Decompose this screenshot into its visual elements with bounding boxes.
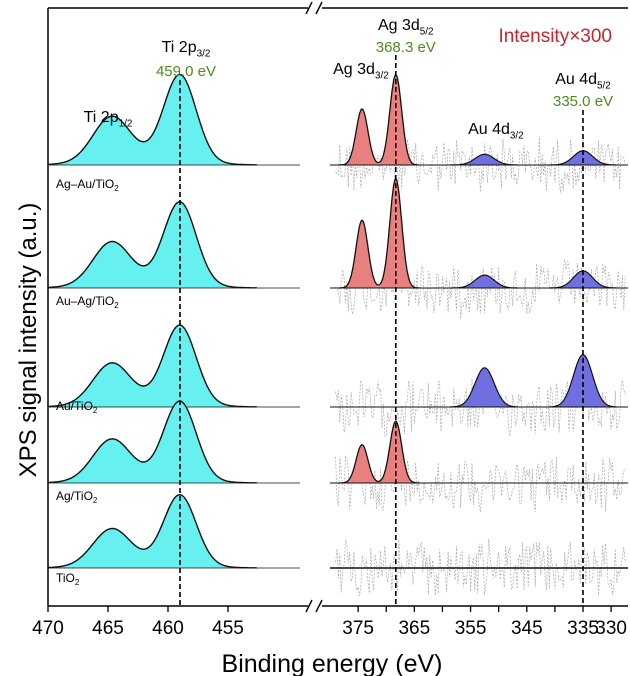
ti-2p12-label: Ti 2p1/2 — [84, 109, 133, 129]
ti-peak-fill — [48, 74, 258, 165]
ag-peak-fill — [339, 444, 385, 483]
x-tick-label: 460 — [152, 618, 184, 639]
au-peak-fill — [549, 150, 617, 165]
ti-2p32-label: Ti 2p3/2 — [162, 39, 211, 59]
axis-break-mark — [305, 599, 313, 613]
au-peak-fill — [450, 367, 519, 407]
ag-3d52-value: 368.3 eV — [376, 39, 436, 56]
ti-spectrum-line — [47, 73, 257, 166]
ti-spectrum-line — [48, 201, 257, 289]
x-tick-label: 345 — [511, 618, 543, 639]
ag-peak-fill — [373, 421, 419, 483]
au-4d52-label: Au 4d5/2 — [555, 71, 611, 91]
axis-break-mark — [315, 599, 323, 613]
au-peak-fill — [450, 154, 519, 165]
intensity-annotation: Intensity×300 — [498, 26, 612, 47]
ag-peak-fill — [339, 109, 385, 165]
ti-peak-fill — [48, 201, 258, 288]
ti-spectrum-line — [47, 400, 257, 484]
axis-break-mark — [305, 1, 313, 15]
ti-peak-fill — [48, 494, 258, 568]
x-axis-label: Binding energy (eV) — [222, 650, 443, 676]
x-tick-label: 455 — [212, 618, 244, 639]
ag-envelope — [338, 177, 420, 289]
x-tick-label: 355 — [455, 618, 487, 639]
ti-2p-panel — [47, 73, 300, 569]
ti-peak-fill — [48, 401, 258, 483]
annotations: Ti 2p3/2 459.0 eV Ti 2p1/2 Ag 3d5/2 368.3 eV… — [56, 17, 613, 606]
au-envelope — [450, 153, 518, 166]
ag-3d52-label: Ag 3d5/2 — [378, 17, 434, 37]
sample-label: Au–Ag/TiO2 — [56, 294, 119, 310]
x-tick-label: 330 — [595, 618, 627, 639]
ag-envelope — [338, 420, 420, 484]
ti-2p32-value: 459.0 eV — [156, 63, 216, 80]
x-tick-label: 470 — [32, 618, 64, 639]
au-envelope — [450, 274, 518, 289]
ag-envelope — [338, 73, 420, 166]
y-axis-label: XPS signal intensity (a.u.) — [15, 203, 42, 478]
au-peak-fill — [549, 354, 617, 407]
au-4d32-label: Au 4d3/2 — [468, 121, 524, 141]
noise-trace — [335, 135, 626, 193]
axis-break-mark — [315, 1, 323, 15]
x-tick-label: 465 — [92, 618, 124, 639]
ag-3d32-label: Ag 3d3/2 — [333, 61, 389, 81]
sample-label: Ag/TiO2 — [56, 489, 98, 505]
ag-peak-fill — [339, 220, 385, 288]
ti-spectrum-line — [47, 324, 257, 408]
noise-trace — [335, 455, 626, 513]
x-tick-label: 335 — [567, 618, 599, 639]
noise-trace — [335, 259, 626, 319]
sample-label: Au/TiO2 — [56, 399, 98, 415]
ti-spectrum-line — [48, 493, 257, 569]
noise-trace — [335, 539, 626, 597]
au-peak-fill — [450, 275, 519, 288]
au-envelope — [450, 367, 518, 408]
ti-peak-fill — [48, 325, 258, 407]
sample-label: Ag–Au/TiO2 — [56, 177, 119, 193]
x-tick-label: 365 — [398, 618, 430, 639]
x-tick-label: 375 — [342, 618, 374, 639]
au-4d52-value: 335.0 eV — [553, 93, 613, 110]
sample-label: TiO2 — [56, 571, 80, 587]
